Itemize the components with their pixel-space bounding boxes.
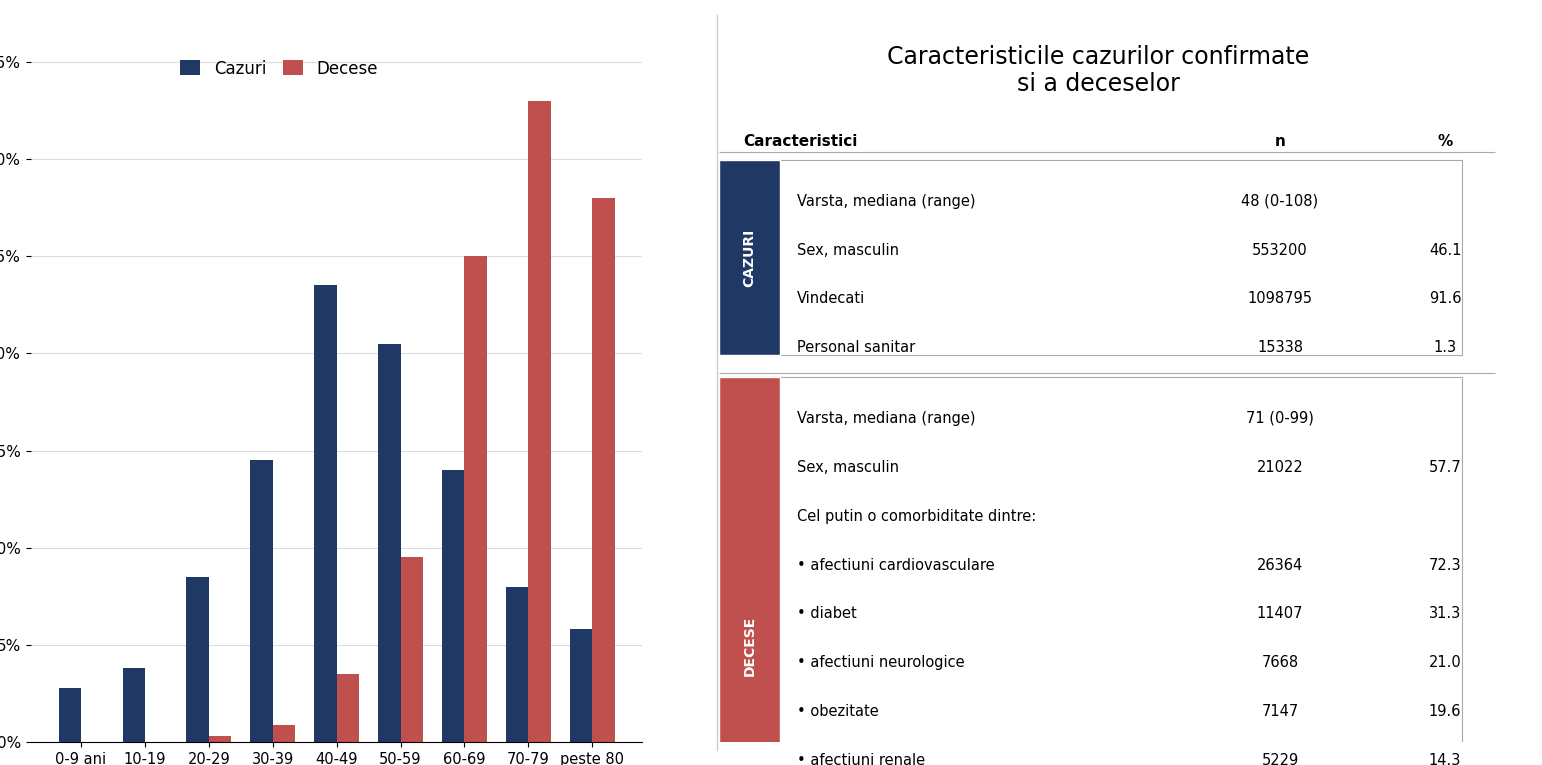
Text: 19.6: 19.6 [1429, 705, 1462, 719]
Bar [443, 470, 464, 742]
Text: %: % [1437, 135, 1453, 149]
Text: Vindecati: Vindecati [797, 291, 865, 307]
Text: CAZURI: CAZURI [743, 228, 757, 287]
Bar [571, 630, 592, 742]
Text: Sex, masculin: Sex, masculin [797, 460, 899, 475]
Bar [273, 724, 295, 742]
Text: Personal sanitar: Personal sanitar [797, 340, 916, 355]
Text: 71 (0-99): 71 (0-99) [1246, 411, 1314, 426]
Bar [336, 674, 359, 742]
Bar [122, 668, 145, 742]
Text: 48 (0-108): 48 (0-108) [1241, 194, 1318, 209]
Bar [506, 587, 529, 742]
Text: • afectiuni cardiovasculare: • afectiuni cardiovasculare [797, 558, 995, 572]
Bar [187, 577, 208, 742]
Text: 1.3: 1.3 [1434, 340, 1457, 355]
Text: 91.6: 91.6 [1429, 291, 1462, 307]
Text: Varsta, mediana (range): Varsta, mediana (range) [797, 194, 976, 209]
Text: 31.3: 31.3 [1429, 607, 1462, 621]
Bar [401, 558, 423, 742]
Text: 1098795: 1098795 [1247, 291, 1312, 307]
Bar [250, 461, 273, 742]
Text: 553200: 553200 [1252, 243, 1308, 258]
Text: 21022: 21022 [1257, 460, 1303, 475]
Text: 72.3: 72.3 [1429, 558, 1462, 572]
Text: 21.0: 21.0 [1429, 656, 1462, 670]
Bar [592, 198, 615, 742]
Text: • obezitate: • obezitate [797, 705, 879, 719]
Bar [59, 688, 82, 742]
Bar [208, 736, 231, 742]
Text: n: n [1275, 135, 1286, 149]
Bar [464, 256, 487, 742]
Text: DECESE: DECESE [743, 616, 757, 675]
Legend: Cazuri, Decese: Cazuri, Decese [174, 53, 384, 84]
Text: 7147: 7147 [1261, 705, 1298, 719]
Bar [315, 285, 336, 742]
Text: Caracteristici: Caracteristici [743, 135, 857, 149]
Text: 7668: 7668 [1261, 656, 1298, 670]
FancyBboxPatch shape [719, 160, 780, 355]
Text: Sex, masculin: Sex, masculin [797, 243, 899, 258]
FancyBboxPatch shape [719, 376, 780, 765]
Text: • afectiuni renale: • afectiuni renale [797, 753, 925, 765]
Bar [529, 101, 550, 742]
Text: Caracteristicile cazurilor confirmate
si a deceselor: Caracteristicile cazurilor confirmate si… [887, 44, 1309, 96]
Text: Cel putin o comorbiditate dintre:: Cel putin o comorbiditate dintre: [797, 509, 1036, 523]
Text: 15338: 15338 [1257, 340, 1303, 355]
Text: 11407: 11407 [1257, 607, 1303, 621]
Text: • afectiuni neurologice: • afectiuni neurologice [797, 656, 965, 670]
Bar [378, 343, 401, 742]
Text: 46.1: 46.1 [1429, 243, 1462, 258]
Text: • diabet: • diabet [797, 607, 857, 621]
Text: 57.7: 57.7 [1429, 460, 1462, 475]
Text: 5229: 5229 [1261, 753, 1298, 765]
Text: Varsta, mediana (range): Varsta, mediana (range) [797, 411, 976, 426]
Text: 26364: 26364 [1257, 558, 1303, 572]
Text: 14.3: 14.3 [1429, 753, 1462, 765]
